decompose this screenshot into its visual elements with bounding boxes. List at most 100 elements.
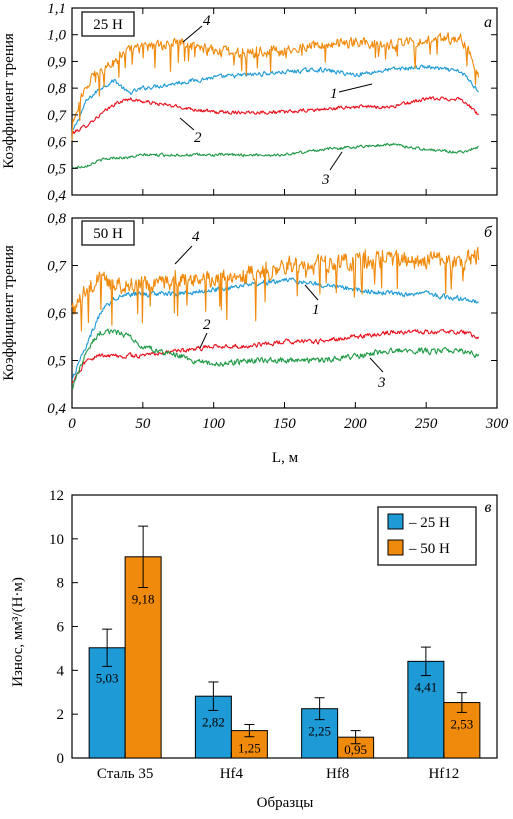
panel-c-ytick-label: 6 xyxy=(57,620,65,636)
panel-c-value-label: 2,82 xyxy=(202,714,225,729)
panel-c-ytick-label: 8 xyxy=(57,576,65,592)
panel-c-bar xyxy=(124,556,162,759)
panel-b-curve-4 xyxy=(71,246,480,332)
panel-c-yticks: 0 2 4 6 8 10 12 xyxy=(49,488,78,767)
panel-b-leader-3 xyxy=(369,357,384,373)
panel-a-curve-labels: 1 2 3 4 xyxy=(179,13,373,188)
panel-c-ylabel: Износ, мм³/(Н·м) xyxy=(10,577,26,687)
panel-b-xtick-label: 100 xyxy=(202,416,225,432)
panel-a-ytick-label: 0,4 xyxy=(47,188,66,204)
panel-a-load-label: 25 Н xyxy=(93,17,123,33)
panel-b-ytick-label: 0,4 xyxy=(47,401,66,417)
panel-b-xlabel-text: L, м xyxy=(272,450,299,466)
panel-c-legend: – 25 Н – 50 Н xyxy=(377,506,477,566)
panel-b-frame xyxy=(71,217,498,409)
panel-b-xtick-label: 200 xyxy=(344,416,367,432)
panel-a-ytick-label: 0,8 xyxy=(47,81,66,97)
panel-c-ytick-label: 0 xyxy=(57,751,65,767)
panel-b-load-box xyxy=(81,220,135,246)
panel-c-letter: в xyxy=(485,499,492,516)
panel-a-load-box xyxy=(81,11,135,37)
panel-c-categories: Сталь 35 Hf4 Hf8 Hf12 xyxy=(97,752,459,782)
panel-b-leader-2 xyxy=(199,332,208,349)
panel-b-ytick-label: 0,8 xyxy=(47,211,66,227)
panel-a: 0,4 0,5 0,6 0,7 0,8 0,9 1,0 1,1 25 Н а Коэффици… xyxy=(1,1,498,204)
panel-c-ytick-label: 12 xyxy=(49,488,64,504)
panel-a-letter: а xyxy=(484,14,492,31)
panel-b-xtick-label: 150 xyxy=(273,416,296,432)
panel-c-xlabel: Образцы xyxy=(257,795,314,811)
legend-text-25: – 25 Н xyxy=(408,515,450,531)
panel-a-leader-4 xyxy=(182,25,203,43)
panel-c-category-label: Hf12 xyxy=(428,766,459,782)
panel-a-ytick-label: 0,9 xyxy=(47,54,66,70)
legend-swatch-25 xyxy=(387,513,404,530)
panel-a-curve-label-4: 4 xyxy=(203,13,211,29)
panel-b-xticks: 0 50 100 150 200 250 300 xyxy=(68,218,509,432)
panel-c-value-label: 9,18 xyxy=(132,591,155,606)
panel-b-ytick-label: 0,7 xyxy=(47,259,67,275)
panel-b-curve-label-1: 1 xyxy=(312,302,320,318)
panel-a-ylabel: Коэффициент трения xyxy=(1,33,17,169)
panel-b-curve-labels: 1 2 3 4 xyxy=(174,229,386,391)
panel-b-leader-4 xyxy=(174,245,193,265)
panel-b-xtick-label: 0 xyxy=(68,416,76,432)
panel-b-ylabel: Коэффициент трения xyxy=(1,245,17,381)
panel-c-value-label: 4,41 xyxy=(415,680,438,695)
panel-b-ytick-label: 0,6 xyxy=(47,306,66,322)
panel-c-value-label: 2,53 xyxy=(451,716,474,731)
panel-b-ytick-label: 0,5 xyxy=(47,354,66,370)
panel-a-curve-4 xyxy=(71,32,480,141)
panel-c-ytick-label: 10 xyxy=(49,532,64,548)
panel-b-curve-label-3: 3 xyxy=(377,375,386,391)
panel-a-xticks xyxy=(71,8,498,195)
panel-a-leader-2 xyxy=(179,117,195,131)
panel-c-value-label: 2,25 xyxy=(308,724,331,739)
panel-a-curve-3 xyxy=(71,142,479,170)
panel-a-ytick-label: 1,0 xyxy=(47,28,66,44)
panel-b-letter: б xyxy=(484,224,493,241)
panel-b-curves xyxy=(71,246,480,390)
panel-b-xtick-label: 300 xyxy=(485,416,509,432)
panel-c-ytick-label: 4 xyxy=(57,663,65,679)
panel-a-frame xyxy=(71,7,498,196)
panel-a-leader-1 xyxy=(338,83,373,93)
panel-c-bars: 5,03 9,18 2,82 1,25 2,25 0,95 4,41 2,53 xyxy=(88,525,481,759)
panel-a-yticks: 0,4 0,5 0,6 0,7 0,8 0,9 1,0 1,1 xyxy=(47,1,497,204)
panel-a-ytick-label: 1,1 xyxy=(47,1,66,17)
panel-a-curve-label-1: 1 xyxy=(330,86,338,102)
panel-c-value-label: 0,95 xyxy=(344,742,367,757)
panel-b-curve-label-4: 4 xyxy=(192,229,200,245)
panel-a-curve-1 xyxy=(71,64,479,134)
panel-a-curve-2 xyxy=(71,96,479,135)
panel-a-curves xyxy=(71,32,480,170)
panel-c-category-label: Сталь 35 xyxy=(97,766,153,782)
legend-text-50: – 50 Н xyxy=(408,541,450,557)
panel-b-load-label: 50 Н xyxy=(93,226,123,242)
panel-c-value-label: 5,03 xyxy=(96,670,119,685)
panel-c-category-label: Hf4 xyxy=(220,766,244,782)
panel-a-leader-3 xyxy=(329,151,343,171)
panel-b-xtick-label: 50 xyxy=(135,416,151,432)
panel-a-ytick-label: 0,5 xyxy=(47,161,66,177)
panel-b-curve-3 xyxy=(71,328,480,390)
panel-b-xtick-label: 250 xyxy=(415,416,438,432)
panel-a-curve-label-2: 2 xyxy=(194,130,202,146)
panel-c-category-label: Hf8 xyxy=(326,766,349,782)
panel-a-ytick-label: 0,7 xyxy=(47,108,67,124)
panel-b-xlabel: L, м xyxy=(272,450,299,466)
panel-b-leader-1 xyxy=(304,284,319,301)
panel-b-curve-label-2: 2 xyxy=(203,317,211,333)
panel-c-bar xyxy=(407,660,445,759)
panel-b: 0,40,50,60,70,8 0 50 100 150 200 250 300 50 Н … xyxy=(1,211,509,466)
panel-c-ytick-label: 2 xyxy=(57,707,65,723)
panel-b-curve-1 xyxy=(71,277,479,379)
panel-a-ytick-label: 0,6 xyxy=(47,135,66,151)
panel-a-curve-label-3: 3 xyxy=(321,172,330,188)
panel-b-yticks: 0,4 0,5 0,6 0,7 0,8 xyxy=(47,211,497,417)
panel-c-value-label: 1,25 xyxy=(238,741,261,756)
panel-b-curve-2 xyxy=(71,328,480,384)
legend-swatch-50 xyxy=(387,539,404,556)
panel-c: 0 2 4 6 8 10 12 5,03 9,18 2,82 1,25 2,25 0,95 4,41 2,… xyxy=(10,488,498,811)
